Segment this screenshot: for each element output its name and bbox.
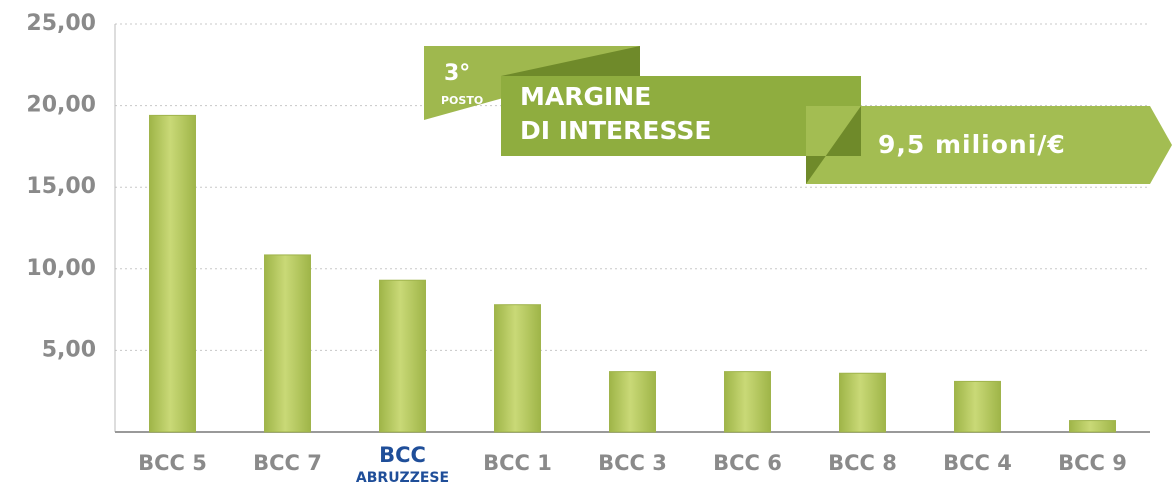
x-tick-label: BCC 7 bbox=[253, 451, 322, 475]
x-tick-label: BCC 8 bbox=[828, 451, 897, 475]
annotation-title: DI INTERESSE bbox=[520, 116, 711, 145]
x-tick-label: BCC 1 bbox=[483, 451, 552, 475]
title-banner bbox=[501, 76, 861, 156]
x-tick-label: BCC bbox=[379, 443, 426, 467]
bar bbox=[839, 372, 886, 433]
y-tick-label: 20,00 bbox=[26, 93, 96, 118]
x-tick-label: BCC 4 bbox=[943, 451, 1012, 475]
rank-word: POSTO bbox=[441, 94, 483, 107]
banner-fold bbox=[501, 46, 640, 76]
x-tick-label: BCC 9 bbox=[1058, 451, 1127, 475]
bar bbox=[379, 279, 426, 433]
x-tick-label: BCC 3 bbox=[598, 451, 667, 475]
bar bbox=[724, 371, 771, 433]
y-tick-label: 10,00 bbox=[26, 256, 96, 281]
bar bbox=[609, 371, 656, 433]
banner-group: 3° POSTO MARGINE DI INTERESSE 9,5 milion… bbox=[424, 46, 1172, 184]
y-tick-label: 5,00 bbox=[42, 337, 96, 362]
y-tick-label: 15,00 bbox=[26, 174, 96, 199]
y-tick-label: 25,00 bbox=[26, 11, 96, 36]
bar bbox=[494, 304, 541, 433]
x-tick-sublabel: ABRUZZESE bbox=[356, 470, 449, 486]
value-banner bbox=[806, 106, 1172, 184]
rank: 3° bbox=[444, 61, 470, 86]
x-tick-label: BCC 5 bbox=[138, 451, 207, 475]
annotation-title: MARGINE bbox=[520, 82, 651, 111]
bar bbox=[264, 254, 311, 433]
bar bbox=[1069, 420, 1116, 433]
bar bbox=[954, 380, 1001, 433]
banner-fold bbox=[806, 106, 861, 184]
bar bbox=[149, 114, 196, 433]
annotation-value: 9,5 milioni/€ bbox=[878, 130, 1066, 159]
x-tick-label: BCC 6 bbox=[713, 451, 782, 475]
